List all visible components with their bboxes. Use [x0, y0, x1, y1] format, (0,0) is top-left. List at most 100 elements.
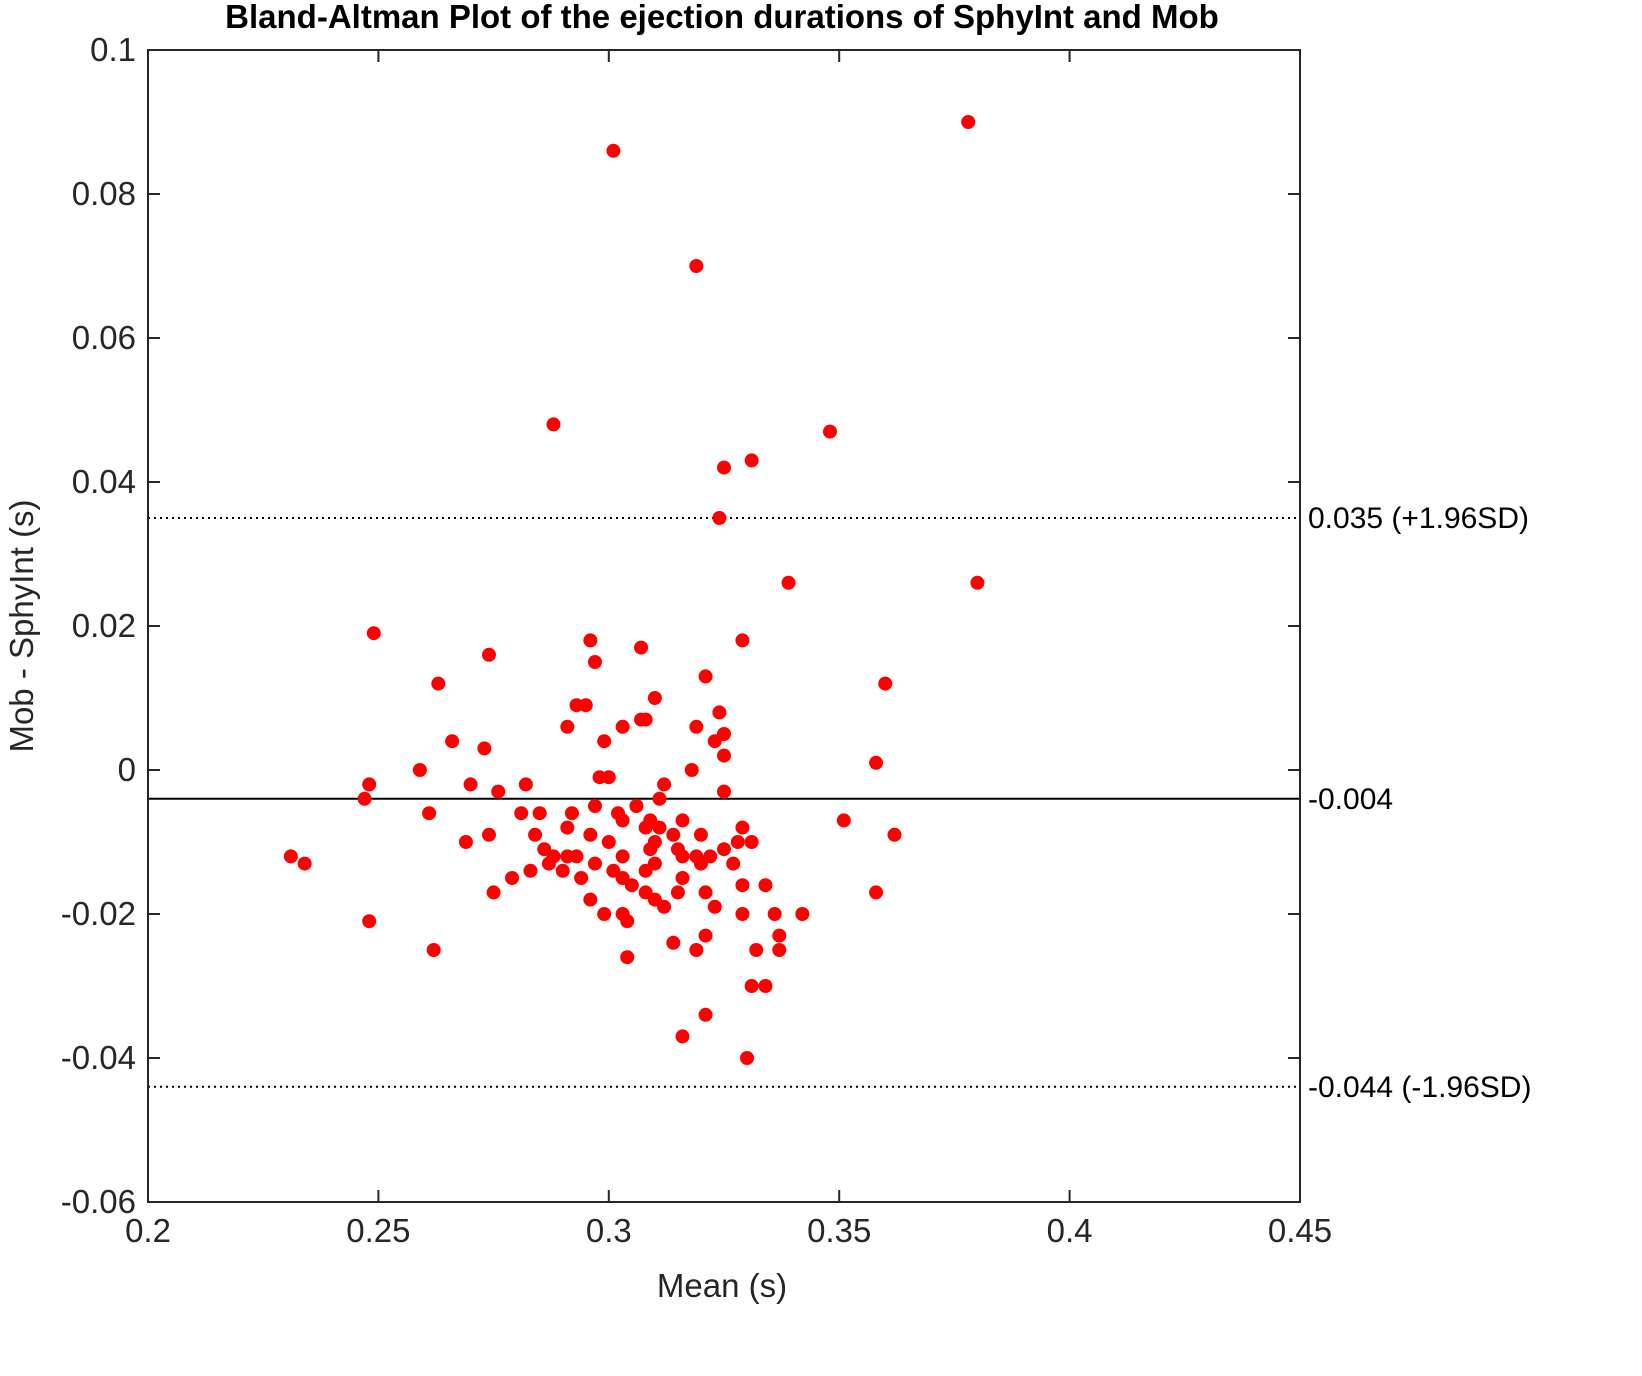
y-tick-label: -0.02	[61, 895, 136, 932]
data-point	[532, 806, 547, 821]
data-point	[758, 979, 773, 993]
x-tick-label: 0.4	[1047, 1212, 1093, 1249]
data-point	[283, 849, 298, 864]
data-point	[744, 979, 759, 993]
data-point	[675, 871, 690, 885]
data-point	[445, 734, 460, 749]
y-tick-label: 0.06	[72, 319, 136, 356]
reference-lines	[148, 517, 1300, 1088]
data-point	[666, 935, 681, 950]
data-point	[887, 827, 902, 842]
x-tick-label: 0.2	[125, 1212, 171, 1249]
data-point	[767, 907, 782, 921]
data-point	[555, 863, 570, 878]
data-point	[518, 777, 533, 792]
x-tick-label: 0.25	[346, 1212, 410, 1249]
data-point	[638, 863, 653, 878]
y-tick-label: 0	[118, 751, 136, 788]
data-point	[564, 806, 579, 821]
y-tick-label: 0.08	[72, 175, 136, 212]
data-point	[481, 827, 496, 842]
plot-frame	[147, 49, 1301, 1203]
data-point	[362, 777, 377, 792]
data-point	[717, 842, 731, 857]
data-point	[698, 885, 713, 900]
data-point	[560, 719, 575, 734]
data-point	[652, 791, 667, 806]
data-point	[652, 820, 667, 835]
data-point	[583, 827, 598, 842]
data-point	[657, 777, 672, 792]
data-point	[781, 575, 796, 590]
data-point	[836, 813, 851, 828]
reference-line-labels: 0.035 (+1.96SD) -0.004 -0.044 (-1.96SD)	[1308, 502, 1531, 1104]
y-axis-label: Mob - SphyInt (s)	[3, 499, 40, 752]
data-point	[735, 907, 750, 921]
reference-line-label-0: 0.035 (+1.96SD)	[1308, 502, 1529, 535]
data-point	[758, 878, 773, 893]
data-point	[670, 885, 685, 900]
data-point	[620, 914, 635, 929]
data-point	[587, 856, 602, 871]
data-point	[597, 907, 612, 921]
data-point	[587, 655, 602, 669]
data-point	[795, 907, 810, 921]
chart-title: Bland-Altman Plot of the ejection durati…	[225, 0, 1219, 35]
data-point	[657, 899, 672, 914]
data-point	[505, 871, 520, 885]
data-point	[578, 698, 593, 713]
data-point	[643, 842, 658, 857]
data-point	[366, 626, 381, 641]
data-point	[560, 820, 575, 835]
y-tick-label: 0.04	[72, 463, 136, 500]
data-point	[689, 943, 704, 957]
data-point	[481, 647, 496, 662]
data-point	[647, 691, 662, 705]
data-point	[615, 813, 630, 828]
data-point	[772, 943, 787, 957]
data-point	[583, 892, 598, 907]
data-point	[689, 719, 704, 734]
data-point	[541, 856, 556, 871]
data-point	[297, 856, 312, 871]
axis-ticks	[147, 49, 1301, 1203]
y-tick-label: -0.04	[61, 1039, 136, 1076]
data-point	[822, 424, 837, 439]
data-point	[744, 453, 759, 468]
data-point	[675, 813, 690, 828]
data-point	[666, 827, 681, 842]
data-point	[426, 943, 441, 957]
data-point	[583, 633, 598, 648]
x-tick-label: 0.3	[586, 1212, 632, 1249]
data-point	[431, 676, 446, 691]
data-point	[523, 863, 538, 878]
data-point	[735, 820, 750, 835]
data-point	[357, 791, 372, 806]
data-point	[546, 417, 561, 432]
data-points	[283, 115, 985, 1065]
data-point	[675, 849, 690, 864]
data-point	[698, 1007, 713, 1022]
data-point	[744, 835, 759, 849]
x-tick-labels: 0.2 0.25 0.3 0.35 0.4 0.45	[125, 1212, 1332, 1249]
data-point	[477, 741, 492, 756]
data-point	[772, 928, 787, 943]
data-point	[712, 511, 727, 525]
data-point	[486, 885, 501, 900]
data-point	[615, 849, 630, 864]
data-point	[712, 705, 727, 720]
y-tick-label: 0.1	[90, 31, 136, 68]
data-point	[693, 856, 708, 871]
y-tick-labels: -0.06 -0.04 -0.02 0 0.02 0.04 0.06 0.08 0.1	[61, 31, 136, 1220]
data-point	[749, 943, 764, 957]
data-point	[569, 849, 584, 864]
data-point	[597, 734, 612, 749]
data-point	[698, 928, 713, 943]
x-tick-label: 0.45	[1268, 1212, 1332, 1249]
y-tick-label: 0.02	[72, 607, 136, 644]
data-point	[684, 763, 699, 777]
data-point	[634, 640, 649, 655]
data-point	[491, 784, 506, 799]
data-point	[514, 806, 529, 821]
